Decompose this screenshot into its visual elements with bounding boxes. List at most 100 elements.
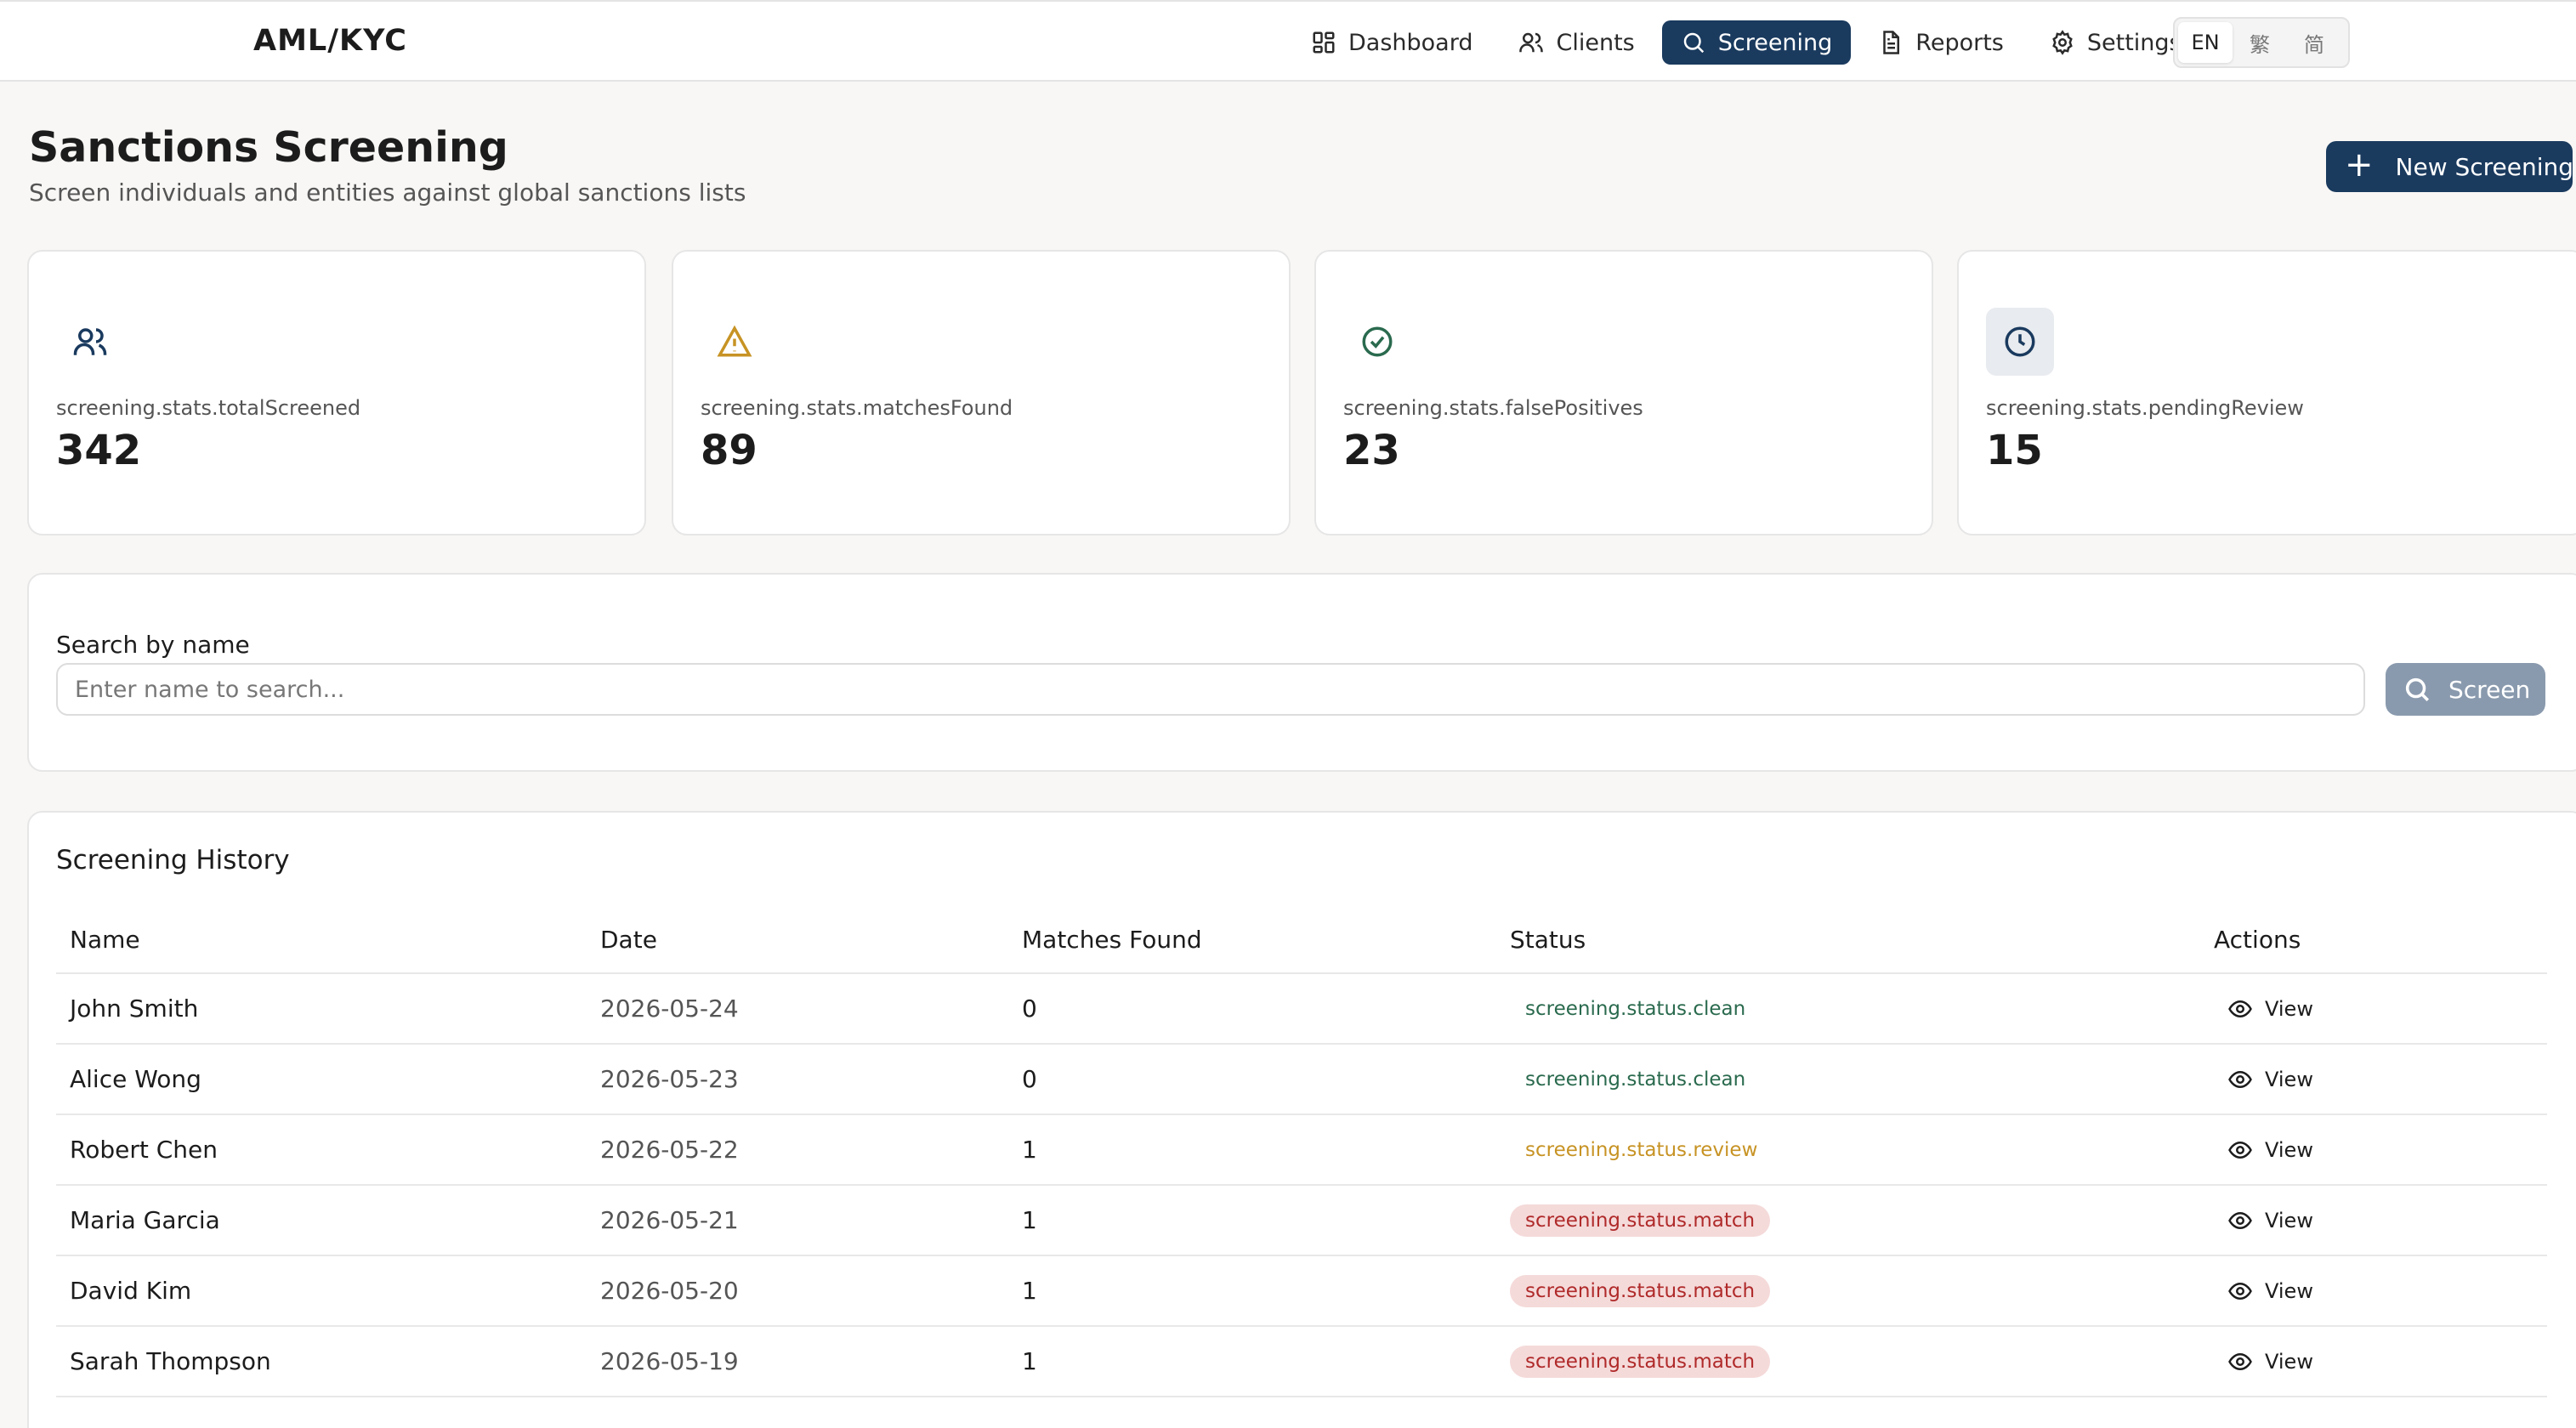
row-actions: View [2214,1327,2313,1396]
row-actions: View [2214,974,2313,1043]
status-badge: screening.status.match [1510,1274,1771,1307]
brand-logo[interactable]: AML/KYC [253,24,407,58]
status-badge: screening.status.clean [1525,997,1746,1020]
history-title: Screening History [56,845,290,876]
nav-clients-label: Clients [1556,29,1635,56]
stat-card-total-screened: screening.stats.totalScreened 342 [27,250,646,536]
search-card: Search by name Screen [27,573,2576,772]
row-status: screening.status.match [1510,1186,1771,1255]
stat-value: 342 [56,427,142,474]
table-row[interactable]: John Smith 2026-05-24 0 screening.status.cl… [56,974,2547,1045]
row-actions: View [2214,1186,2313,1255]
view-label: View [2265,1067,2313,1091]
new-screening-button[interactable]: + New Screening [2326,141,2573,192]
stat-label: screening.stats.matchesFound [701,396,1013,420]
nav-reports[interactable]: Reports [1859,20,2023,65]
clock-icon [2005,326,2035,357]
top-bar: AML/KYC Dashboard Clients Screening Repo… [0,0,2576,82]
new-screening-label: New Screening [2395,152,2574,181]
lang-traditional-chinese[interactable]: 繁 [2250,32,2270,57]
view-label: View [2265,1137,2313,1162]
table-row[interactable]: David Kim 2026-05-20 1 screening.status.mat… [56,1256,2547,1327]
lang-simplified-chinese[interactable]: 简 [2304,32,2324,57]
warning-icon [717,325,752,357]
column-header-name[interactable]: Name [70,925,140,954]
view-label: View [2265,1278,2313,1303]
table-row[interactable]: Alice Wong 2026-05-23 0 screening.status.cl… [56,1045,2547,1115]
plus-icon: + [2345,145,2374,184]
search-input[interactable] [56,663,2365,716]
row-matches: 1 [1022,1347,1037,1375]
row-name: Maria Garcia [70,1206,220,1234]
row-name: Robert Chen [70,1136,218,1164]
nav-clients[interactable]: Clients [1500,20,1653,65]
row-name: John Smith [70,994,199,1023]
search-icon [1683,32,1704,54]
row-actions: View [2214,1045,2313,1114]
table-header: Name Date Matches Found Status Actions [56,906,2547,974]
screen-button-label: Screen [2448,675,2531,704]
column-header-actions: Actions [2214,925,2301,954]
stat-label: screening.stats.falsePositives [1343,396,1643,420]
nav-dashboard-label: Dashboard [1348,29,1473,56]
lang-en[interactable]: EN [2178,22,2233,63]
screening-history-card: Screening History Name Date Matches Foun… [27,811,2576,1428]
gear-icon [2052,30,2073,55]
stat-label: screening.stats.pendingReview [1986,396,2304,420]
row-status: screening.status.review [1510,1115,1773,1184]
view-button[interactable]: View [2227,1208,2313,1233]
stat-card-false-positives: screening.stats.falsePositives 23 [1314,250,1933,536]
status-badge: screening.status.match [1510,1345,1771,1378]
view-button[interactable]: View [2227,1349,2313,1374]
view-label: View [2265,1349,2313,1374]
eye-icon [2228,1282,2252,1300]
column-header-matches[interactable]: Matches Found [1022,925,1202,954]
view-button[interactable]: View [2227,996,2313,1022]
row-date: 2026-05-19 [600,1347,739,1375]
column-header-date[interactable]: Date [600,925,657,954]
row-matches: 1 [1022,1206,1037,1234]
stat-icon-box [56,308,124,376]
dashboard-icon [1313,31,1335,54]
nav-screening-label: Screening [1717,29,1833,56]
users-icon [73,328,107,355]
row-status: screening.status.match [1510,1256,1771,1325]
row-name: David Kim [70,1277,192,1305]
view-button[interactable]: View [2227,1137,2313,1163]
row-matches: 1 [1022,1136,1037,1164]
page-subtitle: Screen individuals and entities against … [29,178,746,207]
row-date: 2026-05-21 [600,1206,739,1234]
language-switcher: EN 繁 简 [2173,17,2350,68]
column-header-status[interactable]: Status [1510,925,1586,954]
eye-icon [2228,1211,2252,1229]
document-icon [1883,31,1900,54]
nav-settings[interactable]: Settings [2031,20,2200,65]
row-status: screening.status.clean [1510,1045,1761,1114]
search-icon [2405,677,2430,702]
row-matches: 1 [1022,1277,1037,1305]
status-badge: screening.status.match [1510,1204,1771,1237]
status-badge: screening.status.clean [1525,1068,1746,1091]
stat-icon-box [701,308,769,376]
row-matches: 0 [1022,1065,1037,1093]
eye-icon [2228,1352,2252,1370]
view-label: View [2265,996,2313,1021]
main-nav: Dashboard Clients Screening Reports Sett… [1292,20,2209,65]
nav-reports-label: Reports [1915,29,2004,56]
screen-button[interactable]: Screen [2386,663,2545,716]
table-row[interactable]: Robert Chen 2026-05-22 1 screening.status.r… [56,1115,2547,1186]
nav-screening[interactable]: Screening [1661,20,1852,65]
table-row[interactable]: Sarah Thompson 2026-05-19 1 screening.statu… [56,1327,2547,1397]
nav-dashboard[interactable]: Dashboard [1292,20,1491,65]
view-button[interactable]: View [2227,1067,2313,1092]
eye-icon [2228,1070,2252,1088]
search-label: Search by name [56,631,250,659]
history-table: Name Date Matches Found Status Actions J… [56,906,2547,1397]
stat-card-pending-review: screening.stats.pendingReview 15 [1957,250,2576,536]
view-label: View [2265,1208,2313,1232]
stat-icon-box [1986,308,2054,376]
table-row[interactable]: Maria Garcia 2026-05-21 1 screening.status.… [56,1186,2547,1256]
view-button[interactable]: View [2227,1278,2313,1304]
status-badge: screening.status.review [1525,1138,1758,1161]
stat-card-matches-found: screening.stats.matchesFound 89 [672,250,1291,536]
